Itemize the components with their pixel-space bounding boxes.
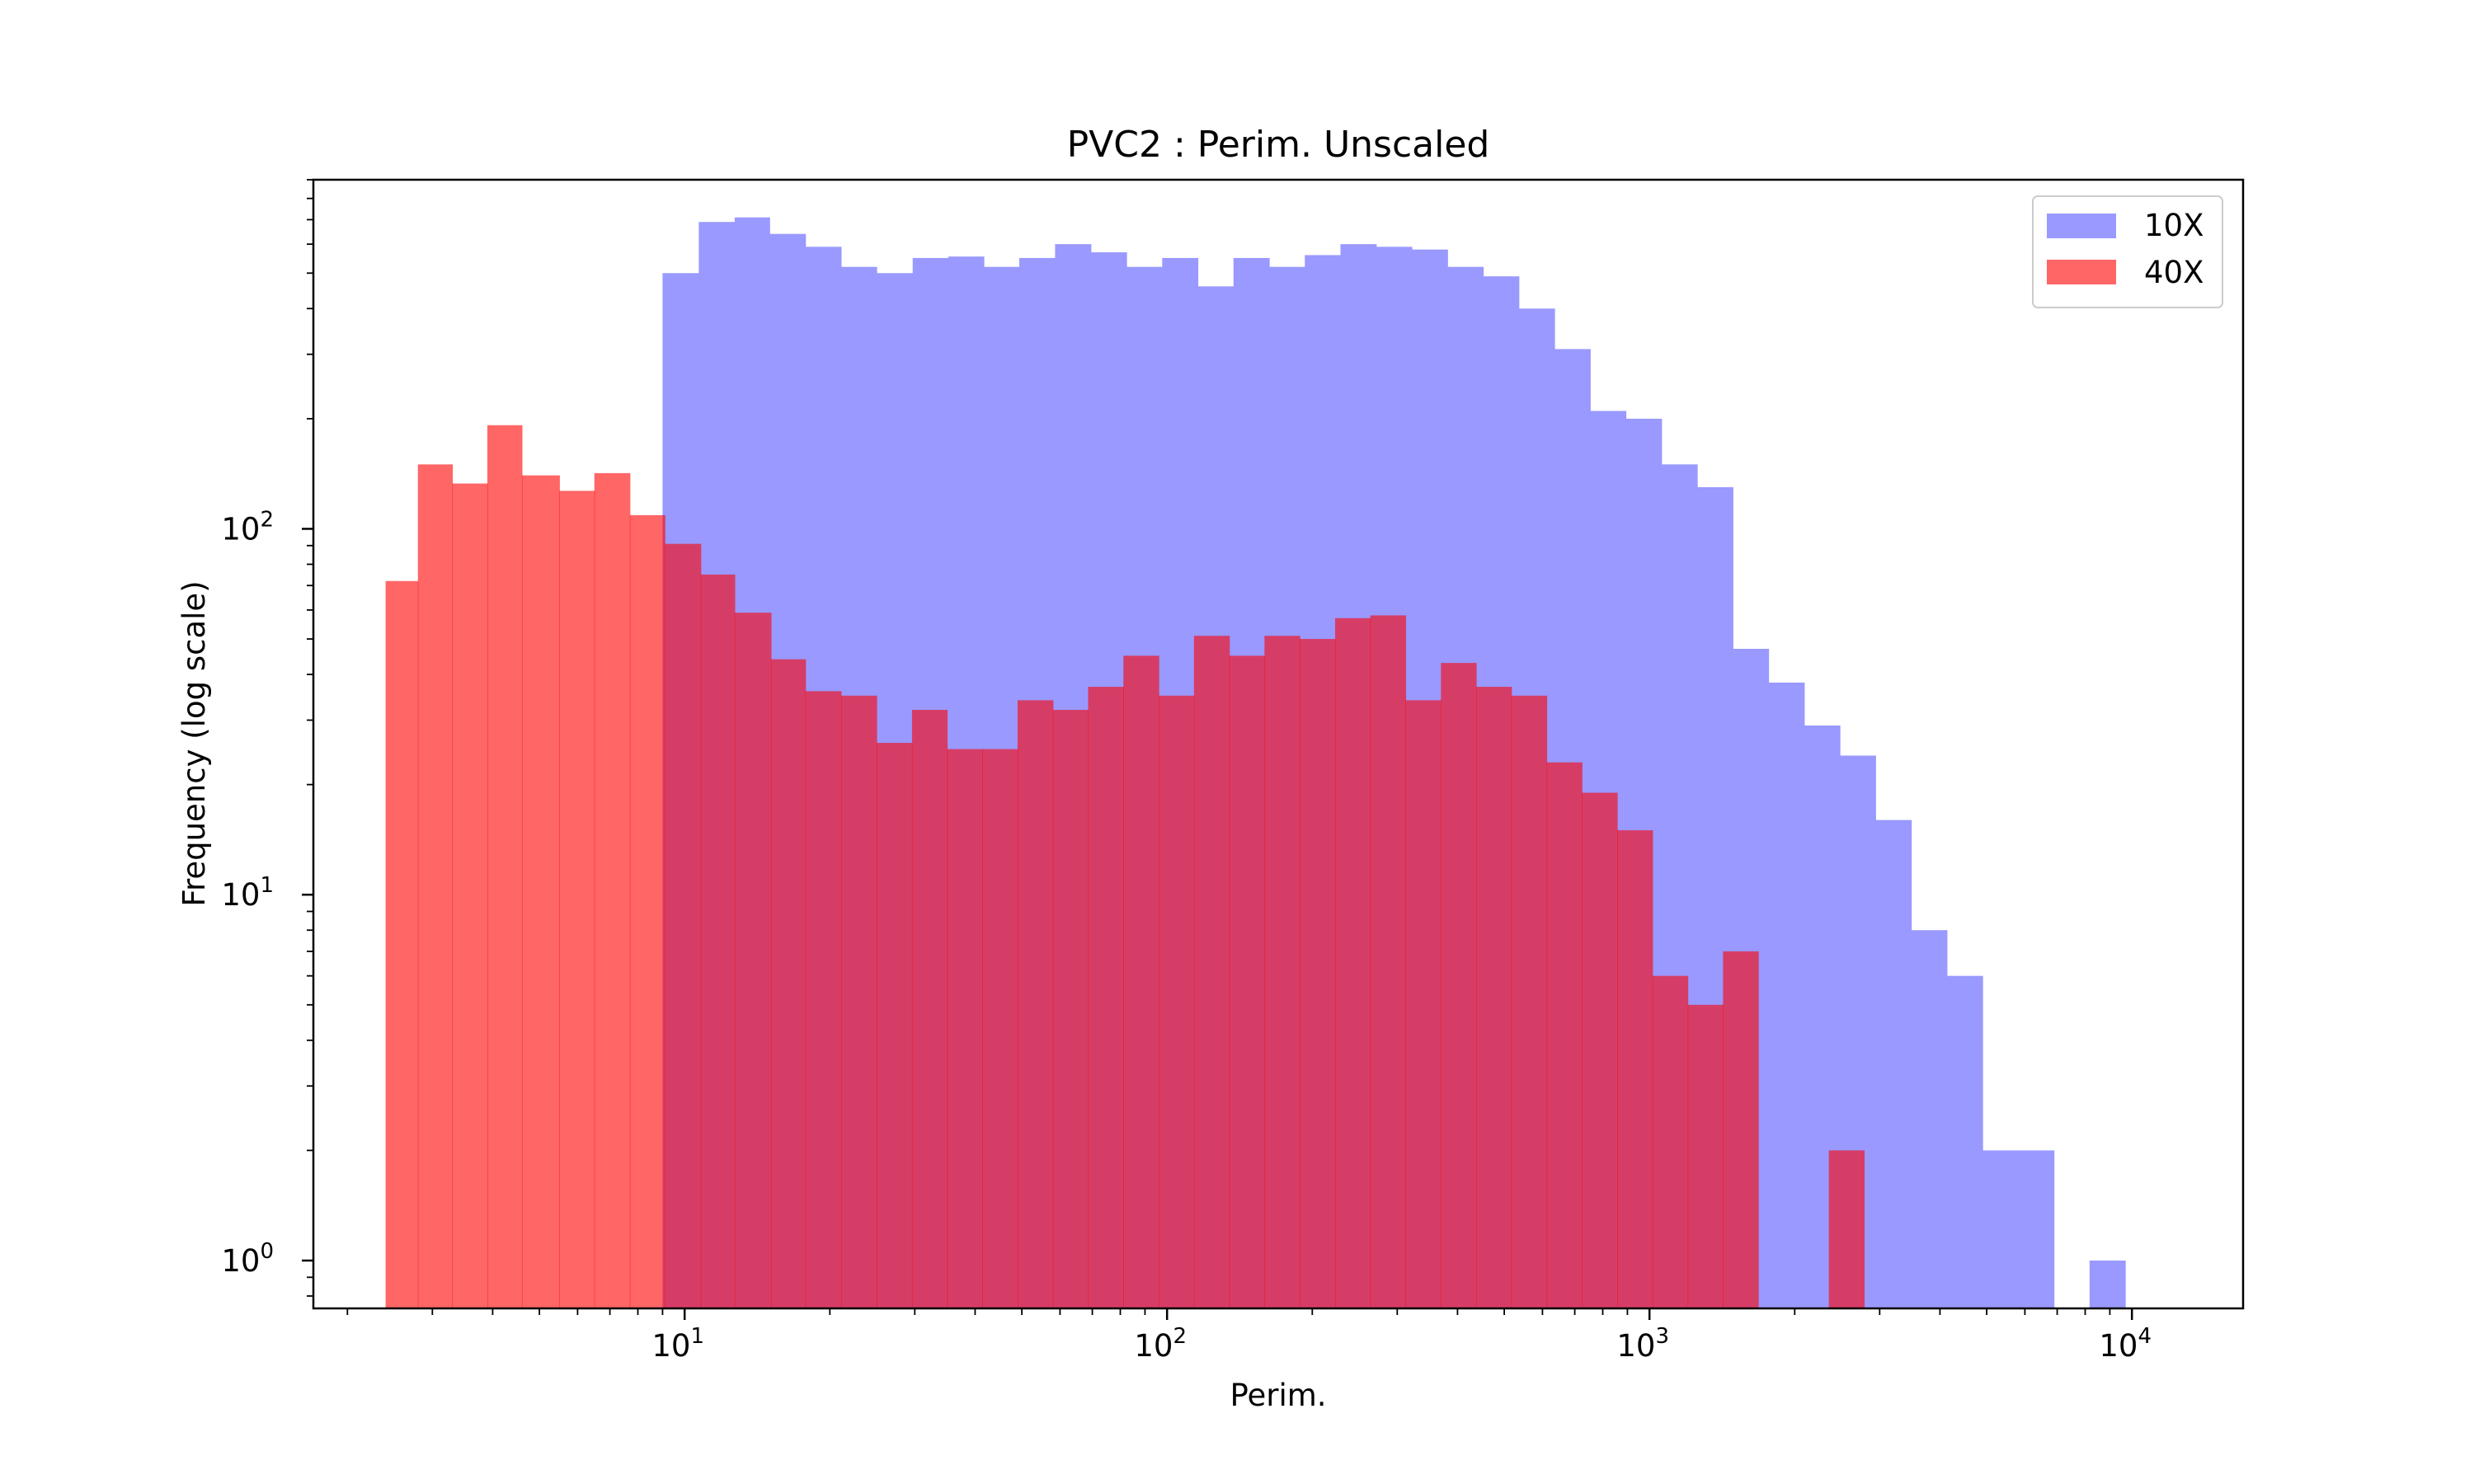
x-tick-label: 101: [651, 1324, 704, 1364]
bar-10x-31: [1768, 682, 1805, 1308]
bar-40x-24: [1229, 655, 1265, 1308]
bar-40x-11: [770, 659, 807, 1308]
legend: 10X 40X: [2032, 195, 2223, 308]
bar-40x-14: [876, 743, 913, 1308]
bar-10x-37: [1982, 1150, 2019, 1308]
y-axis-label: Frequency (log scale): [176, 580, 212, 906]
bar-40x-27: [1334, 618, 1371, 1308]
chart-title: PVC2 : Perim. Unscaled: [1067, 124, 1490, 166]
bar-40x-4: [521, 475, 560, 1308]
bar-40x-0: [385, 580, 419, 1308]
bar-40x-8: [665, 543, 702, 1308]
bar-40x-32: [1511, 695, 1548, 1308]
bar-40x-5: [559, 491, 595, 1308]
bar-40x-23: [1193, 636, 1230, 1308]
bar-40x-20: [1088, 687, 1124, 1308]
bar-10x-36: [1946, 975, 1983, 1308]
bar-40x-37: [1687, 1004, 1724, 1308]
bar-40x-10: [734, 613, 772, 1308]
legend-label-10x: 10X: [2144, 208, 2204, 243]
legend-swatch-40x: [2047, 260, 2116, 284]
bar-40x-29: [1405, 700, 1442, 1308]
bar-40x-19: [1052, 710, 1089, 1308]
bar-40x-30: [1441, 663, 1477, 1308]
bar-40x-3: [487, 425, 523, 1308]
bar-40x-16: [947, 749, 983, 1308]
bar-10x-35: [1911, 930, 1948, 1308]
x-axis-label: Perim.: [1230, 1378, 1326, 1413]
bar-40x-41: [1828, 1150, 1865, 1308]
x-tick-label: 103: [1616, 1324, 1669, 1364]
legend-label-40x: 40X: [2144, 255, 2204, 290]
bar-40x-35: [1617, 830, 1653, 1308]
bar-10x-38: [2018, 1150, 2055, 1308]
bar-40x-6: [594, 472, 631, 1308]
bar-40x-34: [1582, 792, 1618, 1308]
bar-40x-13: [840, 695, 877, 1308]
x-tick-label: 104: [2099, 1324, 2152, 1364]
bar-40x-22: [1159, 695, 1195, 1308]
bar-40x-21: [1123, 655, 1159, 1308]
x-axis-ticks: 101 102 103 104: [346, 1308, 2152, 1364]
bar-40x-12: [805, 691, 842, 1308]
bar-40x-36: [1652, 975, 1689, 1308]
y-tick-label: 102: [221, 507, 274, 547]
bar-40x-7: [629, 514, 666, 1308]
bar-40x-1: [417, 464, 454, 1308]
bar-40x-31: [1475, 687, 1512, 1308]
bar-10x-34: [1875, 819, 1912, 1308]
bar-40x-26: [1300, 639, 1336, 1308]
bar-40x-17: [982, 749, 1018, 1308]
bar-40x-33: [1546, 762, 1583, 1308]
y-tick-label: 101: [221, 873, 274, 913]
bar-40x-38: [1723, 951, 1759, 1308]
legend-swatch-10x: [2047, 214, 2116, 238]
x-tick-label: 102: [1134, 1324, 1187, 1364]
y-tick-label: 100: [221, 1239, 274, 1279]
y-axis-ticks: 100 101 102: [221, 179, 313, 1297]
bar-40x-9: [700, 574, 736, 1308]
bar-40x-25: [1264, 636, 1300, 1308]
plot-frame: [312, 178, 2245, 1310]
bar-40x-2: [452, 483, 488, 1308]
bar-40x-28: [1370, 615, 1407, 1308]
bar-40x-15: [911, 710, 948, 1308]
series-40x-bars: [385, 425, 1865, 1308]
bar-40x-18: [1017, 700, 1054, 1308]
bar-10x-40: [2089, 1260, 2126, 1308]
